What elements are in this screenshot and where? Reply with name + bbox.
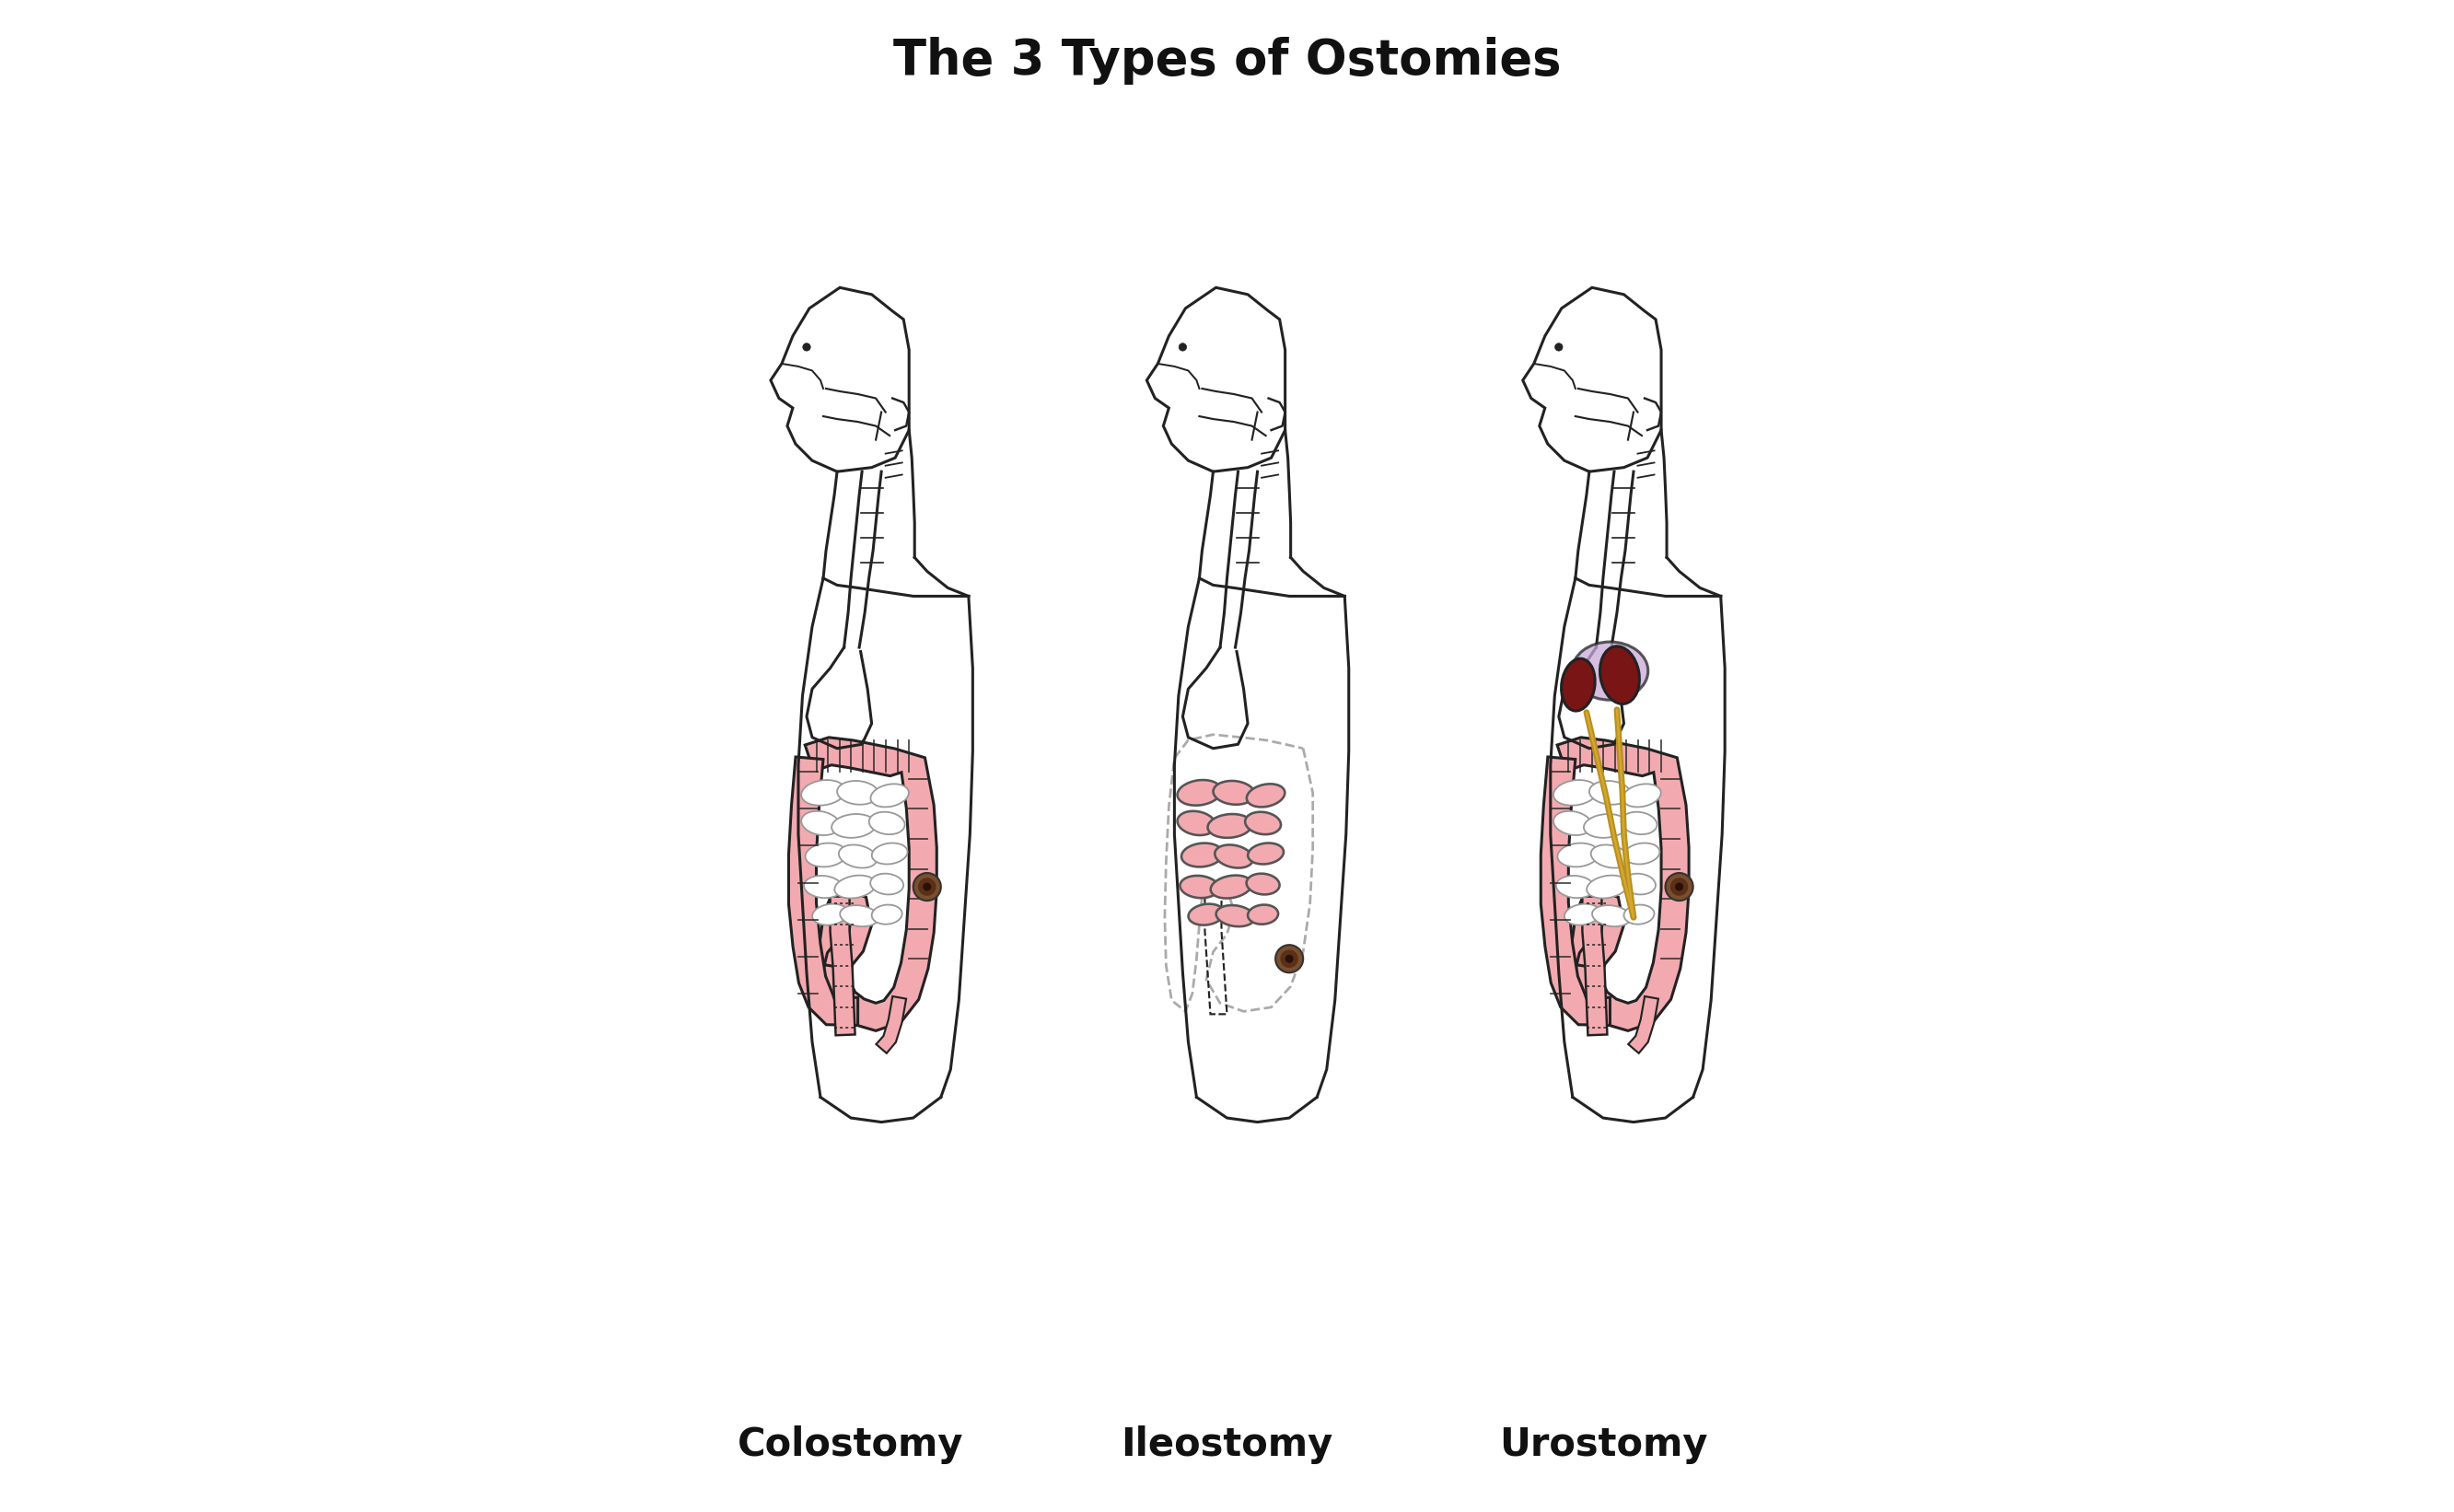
- Polygon shape: [1541, 758, 1610, 1025]
- Ellipse shape: [1247, 874, 1279, 895]
- Circle shape: [1556, 343, 1563, 351]
- Ellipse shape: [802, 780, 844, 806]
- Ellipse shape: [1590, 845, 1629, 868]
- Ellipse shape: [839, 906, 879, 927]
- Ellipse shape: [1593, 906, 1629, 927]
- Circle shape: [1676, 883, 1683, 891]
- Ellipse shape: [871, 844, 908, 865]
- Ellipse shape: [1244, 812, 1281, 835]
- Ellipse shape: [812, 904, 849, 925]
- Circle shape: [802, 343, 810, 351]
- Ellipse shape: [1180, 844, 1222, 866]
- Ellipse shape: [805, 875, 842, 898]
- Ellipse shape: [871, 904, 903, 924]
- Polygon shape: [1583, 897, 1607, 1036]
- Ellipse shape: [1553, 780, 1598, 806]
- Ellipse shape: [1588, 875, 1627, 898]
- Ellipse shape: [1556, 875, 1595, 898]
- Ellipse shape: [1561, 659, 1595, 711]
- Ellipse shape: [1249, 844, 1283, 865]
- Text: Ileostomy: Ileostomy: [1121, 1426, 1333, 1464]
- Text: Colostomy: Colostomy: [739, 1426, 964, 1464]
- Circle shape: [913, 872, 940, 901]
- Ellipse shape: [1207, 813, 1252, 838]
- Circle shape: [1671, 878, 1688, 895]
- Ellipse shape: [1583, 813, 1627, 838]
- Ellipse shape: [1558, 844, 1600, 866]
- Ellipse shape: [839, 845, 876, 868]
- Ellipse shape: [834, 875, 876, 898]
- Ellipse shape: [805, 844, 847, 866]
- Circle shape: [1666, 872, 1693, 901]
- Circle shape: [1178, 343, 1188, 351]
- Polygon shape: [829, 897, 854, 1036]
- Ellipse shape: [1215, 845, 1254, 868]
- Ellipse shape: [1622, 812, 1656, 835]
- Polygon shape: [1629, 996, 1659, 1054]
- Text: Urostomy: Urostomy: [1499, 1426, 1708, 1464]
- Ellipse shape: [871, 783, 908, 807]
- Text: The 3 Types of Ostomies: The 3 Types of Ostomies: [893, 36, 1561, 85]
- Circle shape: [918, 878, 935, 895]
- Circle shape: [1276, 945, 1303, 972]
- Ellipse shape: [1247, 783, 1286, 807]
- Ellipse shape: [1247, 904, 1279, 924]
- Polygon shape: [805, 738, 937, 1031]
- Polygon shape: [876, 996, 906, 1054]
- Ellipse shape: [869, 812, 906, 835]
- Ellipse shape: [1212, 780, 1254, 804]
- Ellipse shape: [1178, 810, 1215, 835]
- Ellipse shape: [1180, 875, 1220, 898]
- Ellipse shape: [832, 813, 876, 838]
- Ellipse shape: [1188, 904, 1225, 925]
- Ellipse shape: [1217, 906, 1254, 927]
- Circle shape: [923, 883, 930, 891]
- Ellipse shape: [1625, 904, 1654, 924]
- Ellipse shape: [837, 780, 879, 804]
- Ellipse shape: [1566, 904, 1600, 925]
- Ellipse shape: [1590, 780, 1632, 804]
- Ellipse shape: [1210, 875, 1252, 898]
- Ellipse shape: [1178, 780, 1222, 806]
- Polygon shape: [1558, 738, 1688, 1031]
- Ellipse shape: [1625, 844, 1659, 865]
- Ellipse shape: [802, 810, 839, 835]
- Circle shape: [1281, 950, 1298, 968]
- Circle shape: [1286, 954, 1293, 963]
- Ellipse shape: [1553, 810, 1593, 835]
- Ellipse shape: [1573, 643, 1649, 700]
- Ellipse shape: [871, 874, 903, 895]
- Polygon shape: [788, 758, 859, 1025]
- Ellipse shape: [1622, 874, 1656, 895]
- Ellipse shape: [1622, 783, 1661, 807]
- Ellipse shape: [1600, 646, 1639, 705]
